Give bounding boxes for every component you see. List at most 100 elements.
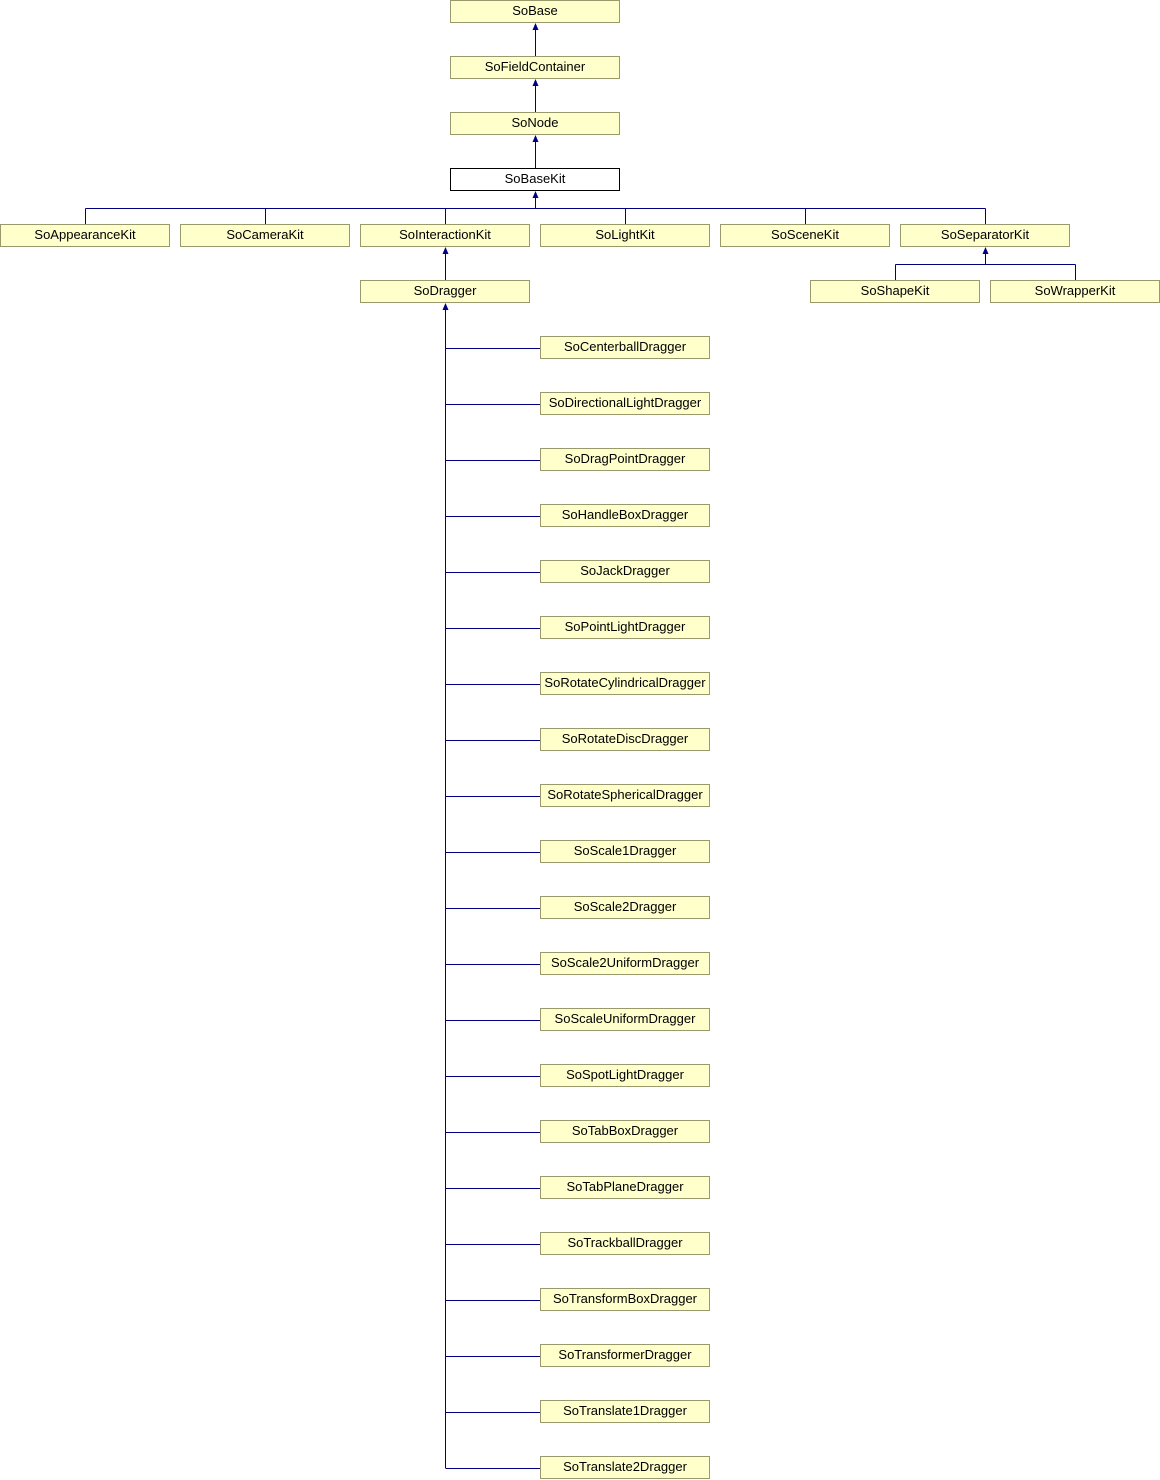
node-dragger-subclass[interactable]: SoSpotLightDragger: [540, 1064, 710, 1087]
node-label-so-base: SoBase: [512, 3, 558, 18]
node-dragger-subclass[interactable]: SoHandleBoxDragger: [540, 504, 710, 527]
node-label-dragger: SoTranslate1Dragger: [563, 1403, 687, 1418]
inheritance-arrowhead: [442, 247, 449, 254]
node-label-dragger: SoCenterballDragger: [564, 339, 687, 354]
inheritance-arrowhead: [532, 191, 539, 198]
node-label-dragger: SoTransformerDragger: [558, 1347, 692, 1362]
node-dragger-subclass[interactable]: SoRotateCylindricalDragger: [540, 672, 710, 695]
node-label-dragger: SoTrackballDragger: [567, 1235, 683, 1250]
node-dragger-subclass[interactable]: SoTransformerDragger: [540, 1344, 710, 1367]
node-label-dragger: SoRotateSphericalDragger: [547, 787, 703, 802]
node-box: [540, 1120, 710, 1143]
node-dragger-subclass[interactable]: SoTranslate1Dragger: [540, 1400, 710, 1423]
node-label-dragger: SoRotateCylindricalDragger: [544, 675, 706, 690]
node-box: [540, 616, 710, 639]
node-dragger-subclass[interactable]: SoTabBoxDragger: [540, 1120, 710, 1143]
node-box: [540, 1344, 710, 1367]
node-box: [540, 504, 710, 527]
node-so-dragger[interactable]: SoDragger: [360, 280, 530, 303]
node-box: [540, 672, 710, 695]
node-box: [540, 448, 710, 471]
node-box: [540, 392, 710, 415]
node-so-camera-kit[interactable]: SoCameraKit: [180, 224, 350, 247]
node-label-so-separator-kit: SoSeparatorKit: [941, 227, 1030, 242]
inheritance-edges: [85, 23, 1076, 1469]
node-so-appearance-kit[interactable]: SoAppearanceKit: [0, 224, 170, 247]
node-box: [540, 1176, 710, 1199]
node-label-so-base-kit: SoBaseKit: [505, 171, 566, 186]
node-label-dragger: SoTranslate2Dragger: [563, 1459, 687, 1474]
node-so-scene-kit[interactable]: SoSceneKit: [720, 224, 890, 247]
node-label-dragger: SoJackDragger: [580, 563, 670, 578]
node-label-dragger: SoDragPointDragger: [565, 451, 686, 466]
node-dragger-subclass[interactable]: SoScale1Dragger: [540, 840, 710, 863]
node-label-so-node: SoNode: [512, 115, 559, 130]
node-so-node[interactable]: SoNode: [450, 112, 620, 135]
dragger-subclass-nodes: SoCenterballDragger SoDirectionalLightDra…: [540, 336, 710, 1479]
node-label-dragger: SoDirectionalLightDragger: [549, 395, 702, 410]
node-label-dragger: SoSpotLightDragger: [566, 1067, 684, 1082]
node-box: [540, 784, 710, 807]
node-box: [540, 1400, 710, 1423]
node-box: [540, 1456, 710, 1479]
node-label-dragger: SoHandleBoxDragger: [562, 507, 689, 522]
node-dragger-subclass[interactable]: SoTransformBoxDragger: [540, 1288, 710, 1311]
node-dragger-subclass[interactable]: SoTabPlaneDragger: [540, 1176, 710, 1199]
node-so-interaction-kit[interactable]: SoInteractionKit: [360, 224, 530, 247]
node-dragger-subclass[interactable]: SoRotateDiscDragger: [540, 728, 710, 751]
node-so-shape-kit[interactable]: SoShapeKit: [810, 280, 980, 303]
node-label-dragger: SoScale1Dragger: [574, 843, 677, 858]
node-box: [540, 952, 710, 975]
node-label-so-camera-kit: SoCameraKit: [226, 227, 304, 242]
node-dragger-subclass[interactable]: SoCenterballDragger: [540, 336, 710, 359]
node-box: [540, 840, 710, 863]
node-box: [540, 1232, 710, 1255]
node-dragger-subclass[interactable]: SoRotateSphericalDragger: [540, 784, 710, 807]
node-dragger-subclass[interactable]: SoDirectionalLightDragger: [540, 392, 710, 415]
node-box: [540, 1288, 710, 1311]
node-label-dragger: SoScale2UniformDragger: [551, 955, 700, 970]
node-dragger-subclass[interactable]: SoPointLightDragger: [540, 616, 710, 639]
node-box: [540, 1064, 710, 1087]
node-box: [540, 560, 710, 583]
node-label-dragger: SoPointLightDragger: [565, 619, 686, 634]
node-label-so-field-container: SoFieldContainer: [485, 59, 586, 74]
inheritance-arrowhead: [442, 303, 449, 310]
node-label-so-dragger: SoDragger: [414, 283, 478, 298]
node-box: [540, 728, 710, 751]
node-label-so-interaction-kit: SoInteractionKit: [399, 227, 491, 242]
inheritance-arrowhead: [982, 247, 989, 254]
node-box: [540, 896, 710, 919]
node-label-dragger: SoTransformBoxDragger: [553, 1291, 698, 1306]
node-box: [540, 1008, 710, 1031]
node-label-dragger: SoTabBoxDragger: [572, 1123, 679, 1138]
node-label-dragger: SoScale2Dragger: [574, 899, 677, 914]
node-so-wrapper-kit[interactable]: SoWrapperKit: [990, 280, 1160, 303]
node-dragger-subclass[interactable]: SoScale2UniformDragger: [540, 952, 710, 975]
node-label-dragger: SoTabPlaneDragger: [566, 1179, 684, 1194]
node-so-field-container[interactable]: SoFieldContainer: [450, 56, 620, 79]
node-dragger-subclass[interactable]: SoTranslate2Dragger: [540, 1456, 710, 1479]
node-so-light-kit[interactable]: SoLightKit: [540, 224, 710, 247]
node-dragger-subclass[interactable]: SoJackDragger: [540, 560, 710, 583]
node-dragger-subclass[interactable]: SoScaleUniformDragger: [540, 1008, 710, 1031]
node-label-so-light-kit: SoLightKit: [595, 227, 655, 242]
node-so-separator-kit[interactable]: SoSeparatorKit: [900, 224, 1070, 247]
node-so-base[interactable]: SoBase: [450, 0, 620, 23]
node-box: [540, 336, 710, 359]
class-nodes: SoBase SoFieldContainer SoNode SoBaseKit…: [0, 0, 1160, 303]
inheritance-arrowhead: [532, 79, 539, 86]
node-label-so-appearance-kit: SoAppearanceKit: [34, 227, 136, 242]
node-so-base-kit[interactable]: SoBaseKit: [450, 168, 620, 191]
node-label-so-shape-kit: SoShapeKit: [861, 283, 930, 298]
node-label-so-scene-kit: SoSceneKit: [771, 227, 839, 242]
node-dragger-subclass[interactable]: SoTrackballDragger: [540, 1232, 710, 1255]
node-label-dragger: SoRotateDiscDragger: [562, 731, 689, 746]
inheritance-arrowhead: [532, 135, 539, 142]
node-label-so-wrapper-kit: SoWrapperKit: [1035, 283, 1116, 298]
inheritance-arrowhead: [532, 23, 539, 30]
node-dragger-subclass[interactable]: SoScale2Dragger: [540, 896, 710, 919]
node-dragger-subclass[interactable]: SoDragPointDragger: [540, 448, 710, 471]
node-label-dragger: SoScaleUniformDragger: [555, 1011, 697, 1026]
